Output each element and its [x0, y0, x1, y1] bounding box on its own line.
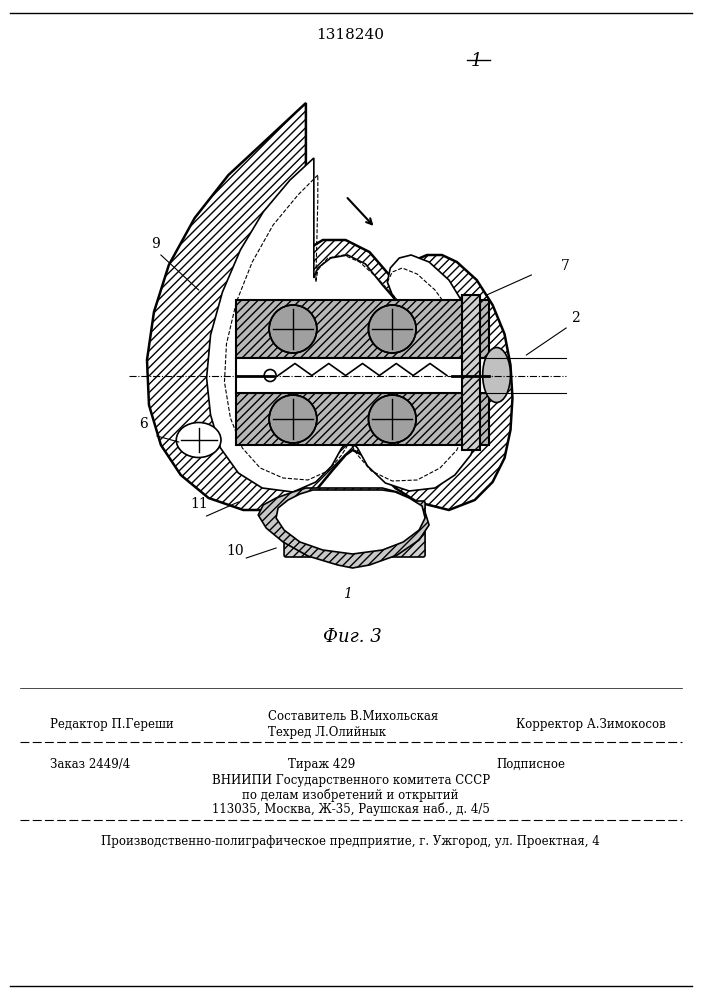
Circle shape	[368, 305, 416, 353]
FancyBboxPatch shape	[284, 501, 425, 557]
Bar	[236, 358, 489, 393]
Circle shape	[269, 305, 317, 353]
Text: 10: 10	[226, 544, 244, 558]
Text: 6: 6	[139, 417, 148, 431]
PathPatch shape	[147, 103, 513, 510]
Bar	[236, 300, 489, 358]
Circle shape	[269, 395, 317, 443]
Text: 11: 11	[191, 497, 209, 511]
Ellipse shape	[483, 348, 510, 402]
Text: Корректор А.Зимокосов: Корректор А.Зимокосов	[516, 718, 666, 731]
Bar	[236, 393, 489, 445]
Text: Подписное: Подписное	[496, 758, 566, 771]
Text: Заказ 2449/4: Заказ 2449/4	[49, 758, 130, 771]
PathPatch shape	[258, 488, 429, 568]
Text: Фиг. 3: Фиг. 3	[323, 628, 382, 646]
Text: 1: 1	[471, 52, 482, 70]
Text: 9: 9	[151, 237, 160, 251]
Text: Тираж 429: Тираж 429	[288, 758, 356, 771]
Text: по делам изобретений и открытий: по делам изобретений и открытий	[243, 788, 459, 802]
Text: 7: 7	[561, 259, 570, 273]
Circle shape	[368, 395, 416, 443]
Ellipse shape	[176, 422, 221, 458]
Text: Техред Л.Олийнык: Техред Л.Олийнык	[268, 726, 386, 739]
Text: Составитель В.Михольская: Составитель В.Михольская	[268, 710, 438, 723]
Text: Редактор П.Гереши: Редактор П.Гереши	[49, 718, 173, 731]
Bar	[462, 295, 480, 450]
Text: ВНИИПИ Государственного комитета СССР: ВНИИПИ Государственного комитета СССР	[211, 774, 490, 787]
Text: 113035, Москва, Ж-35, Раушская наб., д. 4/5: 113035, Москва, Ж-35, Раушская наб., д. …	[211, 802, 489, 816]
Bar	[462, 295, 480, 450]
Text: 2: 2	[571, 311, 580, 325]
Text: Производственно-полиграфическое предприятие, г. Ужгород, ул. Проектная, 4: Производственно-полиграфическое предприя…	[101, 835, 600, 848]
Text: 1: 1	[343, 587, 351, 601]
PathPatch shape	[276, 490, 425, 554]
PathPatch shape	[206, 158, 484, 492]
Text: 1318240: 1318240	[317, 28, 385, 42]
